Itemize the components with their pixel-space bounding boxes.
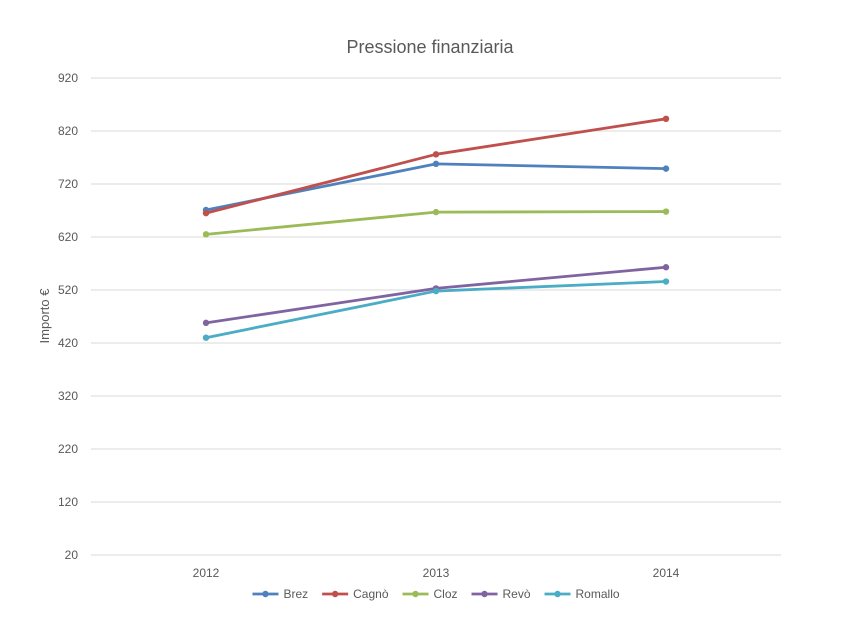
data-point (202, 334, 210, 341)
data-point (662, 278, 670, 285)
y-tick-label: 220 (58, 442, 78, 456)
y-axis-ticks: 20 120 220 320 420 520 620 720 820 920 (58, 71, 78, 562)
x-axis-ticks: 2012 2013 2014 (193, 566, 680, 580)
series-cagnò (202, 115, 670, 217)
legend-label: Romallo (576, 587, 620, 601)
legend-label: Cloz (434, 587, 458, 601)
legend-item: Romallo (544, 587, 620, 601)
x-tick-label: 2014 (653, 566, 680, 580)
legend-label: Cagnò (353, 587, 389, 601)
data-point (662, 208, 670, 215)
series-line (204, 162, 668, 212)
legend-marker (262, 590, 269, 598)
gridlines (91, 77, 781, 556)
data-point (662, 165, 670, 172)
y-tick-label: 420 (58, 336, 78, 350)
y-tick-label: 520 (58, 283, 78, 297)
legend-label: Brez (283, 587, 308, 601)
legend: Brez Cagnò Cloz Revò Romallo (252, 587, 620, 601)
y-axis-label: Importo € (37, 288, 52, 344)
data-point (202, 319, 210, 327)
data-point (202, 231, 210, 238)
y-tick-label: 820 (58, 124, 78, 138)
series-lines (202, 115, 670, 341)
series-line (204, 265, 668, 325)
data-point (202, 209, 210, 217)
y-tick-label: 120 (58, 495, 78, 509)
data-point (432, 208, 440, 216)
legend-item: Revò (471, 587, 531, 601)
data-point (662, 115, 670, 123)
y-tick-label: 920 (58, 71, 78, 85)
chart-title: Pressione finanziaria (346, 37, 514, 57)
x-tick-label: 2013 (423, 566, 450, 580)
legend-marker (412, 590, 419, 598)
y-tick-label: 720 (58, 177, 78, 191)
data-point (432, 287, 440, 295)
x-tick-label: 2012 (193, 566, 220, 580)
y-tick-label: 20 (65, 548, 79, 562)
series-romallo (202, 278, 670, 341)
legend-marker (331, 590, 339, 598)
y-tick-label: 620 (58, 230, 78, 244)
data-point (662, 264, 670, 271)
data-point (432, 151, 440, 158)
legend-item: Cagnò (322, 587, 389, 601)
legend-marker (554, 590, 561, 598)
series-brez (202, 160, 670, 214)
legend-marker (481, 590, 488, 598)
y-tick-label: 320 (58, 389, 78, 403)
legend-label: Revò (503, 587, 531, 601)
data-point (432, 160, 440, 168)
legend-item: Cloz (402, 587, 458, 601)
legend-item: Brez (252, 587, 308, 601)
series-cloz (202, 208, 670, 238)
series-revò (202, 264, 670, 327)
